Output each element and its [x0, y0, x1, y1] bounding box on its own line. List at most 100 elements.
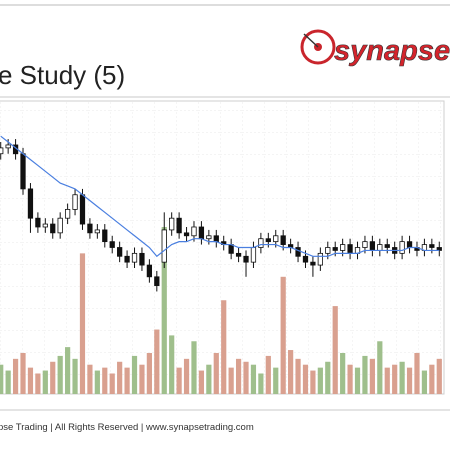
candle-body — [57, 217, 63, 234]
volume-bar — [0, 364, 4, 394]
volume-bar — [131, 355, 138, 394]
candle-body — [42, 223, 48, 228]
volume-bar — [332, 306, 338, 394]
volume-bar — [213, 352, 219, 394]
volume-bar — [169, 335, 175, 394]
candle-body — [406, 241, 413, 248]
volume-bar — [421, 370, 428, 394]
candle-body — [273, 235, 279, 243]
candle-body — [258, 238, 264, 248]
candle-body — [79, 194, 86, 225]
volume-bar — [377, 341, 383, 394]
volume-bar — [57, 355, 63, 394]
candle-body — [325, 247, 331, 254]
volume-bar — [362, 355, 368, 394]
candle-body — [161, 229, 167, 263]
volume-bar — [243, 361, 249, 394]
volume-bar — [369, 358, 375, 394]
candle-body — [102, 229, 108, 243]
volume-bar — [27, 367, 34, 394]
volume-bar — [250, 364, 257, 394]
volume-bar — [50, 361, 56, 394]
volume-bar — [117, 361, 123, 394]
candle-body — [317, 252, 323, 266]
candle-body — [87, 223, 93, 234]
candle-body — [332, 247, 338, 251]
candle-body — [154, 276, 160, 286]
footer-text: pse Trading | All Rights Reserved | www.… — [0, 422, 254, 433]
candle-body — [250, 247, 257, 263]
volume-bar — [258, 373, 264, 394]
volume-bar — [265, 355, 271, 394]
volume-bar — [154, 329, 160, 394]
volume-bar — [436, 358, 442, 394]
volume-bar — [5, 370, 11, 394]
volume-bar — [206, 364, 212, 394]
volume-bar — [429, 364, 435, 394]
volume-bar — [310, 370, 316, 394]
candle-body — [169, 217, 175, 231]
volume-bar — [79, 253, 86, 394]
candle-body — [146, 264, 153, 278]
candle-body — [27, 188, 34, 219]
candle-body — [340, 244, 346, 251]
volume-bar — [302, 364, 309, 394]
volume-bar — [124, 367, 130, 394]
candle-body — [302, 255, 309, 263]
candle-body — [50, 223, 56, 234]
volume-bar — [221, 300, 227, 394]
candle-body — [429, 244, 435, 248]
volume-bar — [198, 370, 205, 394]
volume-bar — [20, 352, 26, 394]
candle-body — [295, 247, 301, 257]
volume-bar — [235, 358, 242, 394]
candle-body — [369, 241, 376, 251]
candle-body — [280, 235, 286, 245]
candle-body — [191, 226, 197, 237]
volume-bar — [340, 352, 346, 394]
candle-body — [243, 255, 249, 263]
plot — [0, 135, 442, 394]
volume-bar — [87, 364, 93, 394]
volume-bar — [317, 367, 323, 394]
volume-bar — [280, 276, 286, 394]
volume-bar — [414, 352, 420, 394]
candle-body — [139, 252, 145, 266]
candle-body — [265, 238, 271, 243]
volume-bar — [191, 341, 197, 394]
moving-average-line — [0, 135, 440, 258]
volume-bar — [12, 358, 19, 394]
candle-body — [235, 252, 242, 257]
volume-bar — [228, 367, 234, 394]
candle-body — [198, 226, 205, 240]
volume-bar — [109, 373, 115, 394]
candle-body — [206, 235, 212, 240]
volume-bar — [161, 226, 167, 394]
candle-body — [228, 244, 234, 254]
volume-bar — [325, 361, 331, 394]
volume-bar — [288, 350, 294, 394]
candle-body — [109, 241, 115, 248]
candle-body — [384, 244, 390, 248]
candle-body — [131, 252, 138, 263]
logo-ring — [300, 29, 336, 65]
volume-bar — [139, 364, 145, 394]
volume-bar — [406, 367, 413, 394]
volume-bar — [35, 373, 41, 394]
candle-body — [35, 217, 41, 228]
candle-body — [399, 241, 405, 254]
candle-body — [183, 232, 190, 237]
volume-bar — [354, 367, 361, 394]
candle-body — [5, 144, 11, 149]
volume-bar — [183, 358, 190, 394]
candle-body — [72, 194, 78, 210]
candle-body — [176, 217, 182, 234]
logo-text: synapsetrad — [334, 35, 450, 67]
volume-bar — [176, 367, 182, 394]
candle-body — [117, 247, 123, 257]
volume-bar — [347, 364, 353, 394]
volume-bar — [384, 367, 390, 394]
volume-bar — [295, 358, 301, 394]
volume-bar — [392, 364, 398, 394]
